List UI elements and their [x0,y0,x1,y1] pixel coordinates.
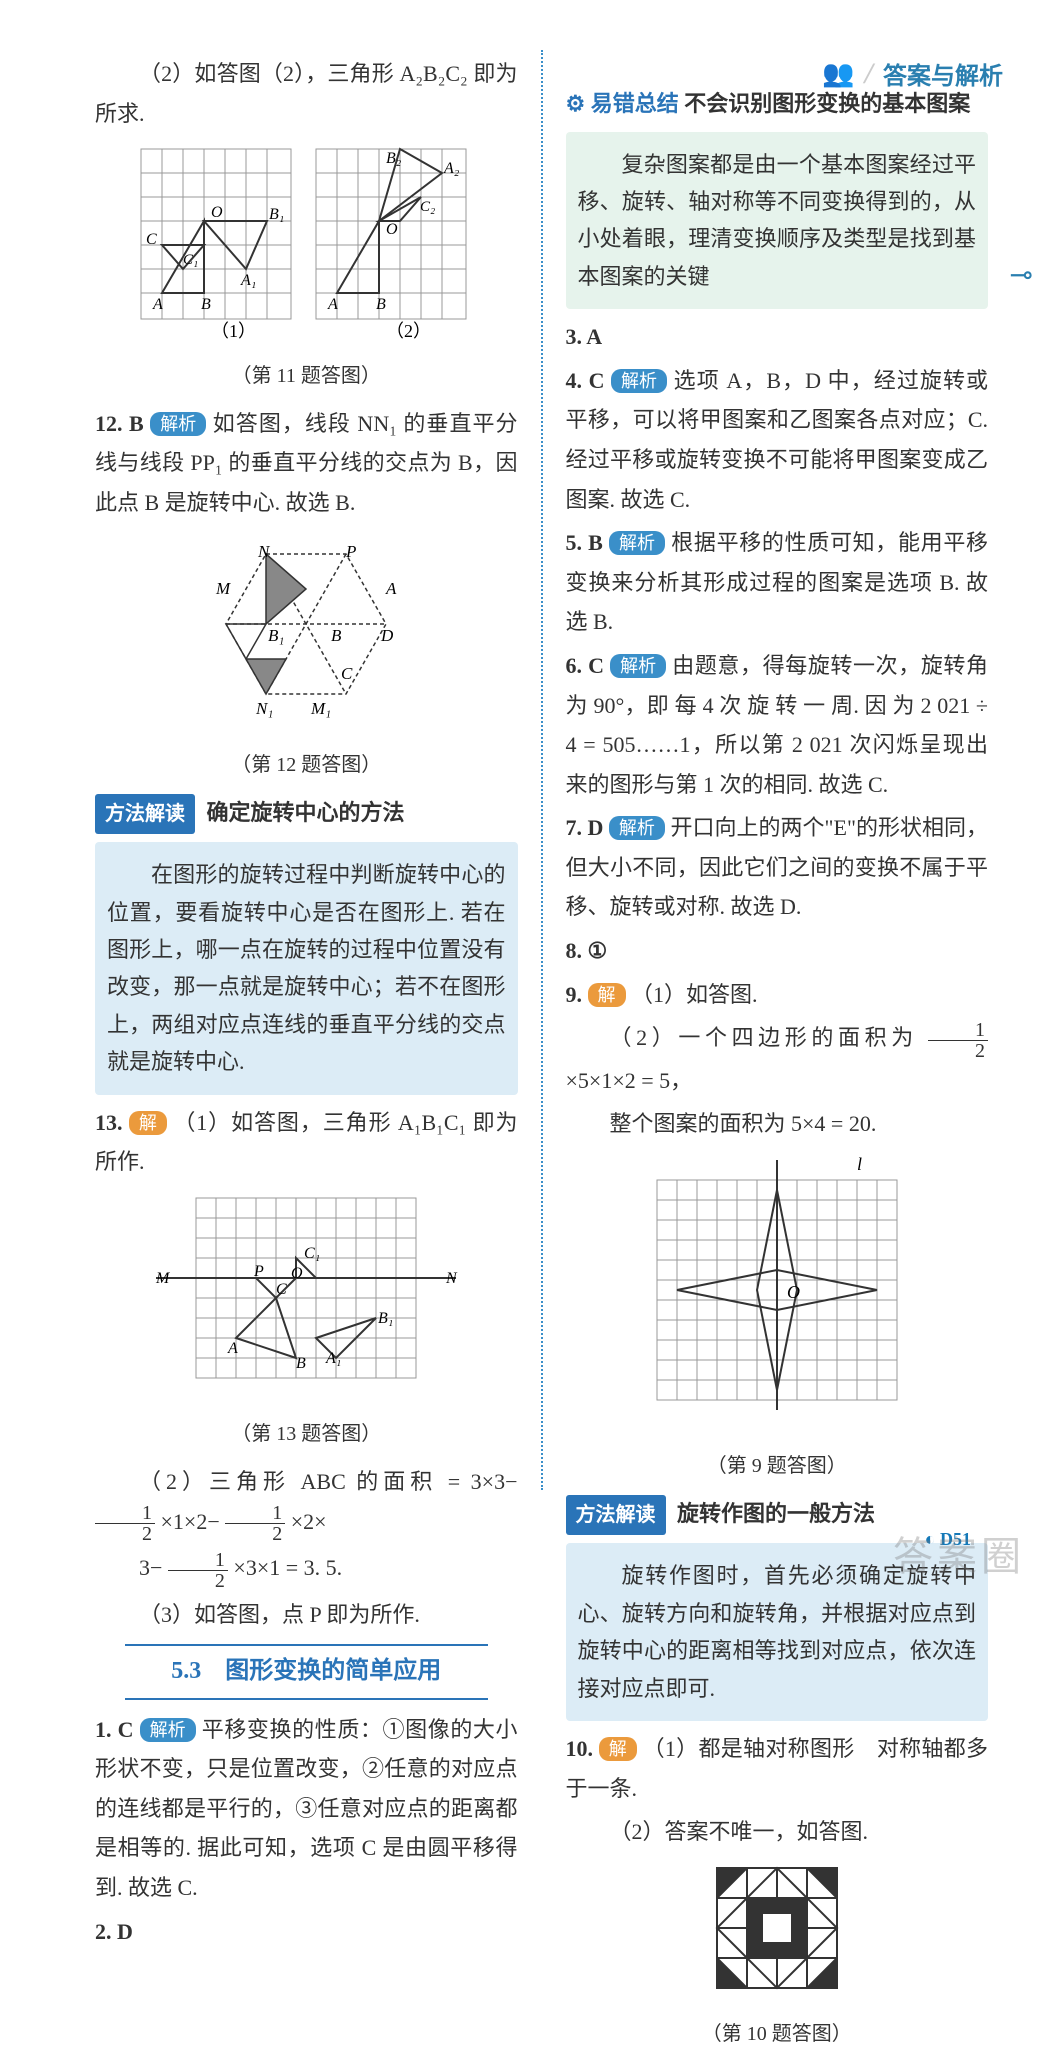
svg-text:N: N [445,1270,458,1287]
page-header: 👥 / 答案与解析 [822,56,1003,91]
q5: 5. B 解析 根据平移的性质可知，能用平移变换来分析其形成过程的图案是选项 B… [566,523,989,642]
q12: 12. B 解析 如答图，线段 NN₁ 的垂直平分线与线段 PP₁ 的垂直平分线… [95,404,518,523]
q13a: 13. 解 （1）如答图，三角形 A₁B₁C₁ 即为所作. [95,1103,518,1182]
svg-text:N: N [257,542,271,561]
jiexi-tag: 解析 [150,412,206,436]
q12-num: 12. B [95,411,144,436]
svg-text:B₁: B₁ [269,206,284,223]
svg-text:P: P [345,542,356,561]
svg-text:B: B [201,296,211,313]
tip-errors: ⚙ 易错总结 不会识别图形变换的基本图案 复杂图案都是由一个基本图案经过平移、旋… [566,84,989,309]
q9b: （2）一个四边形的面积为 12 ×5×1×2 = 5， [566,1018,989,1100]
fig9: l O [566,1150,989,1443]
fig11-sub1: （1） [211,321,256,339]
column-divider [541,50,543,1490]
tip-method-A: 方法解读 确定旋转中心的方法 在图形的旋转过程中判断旋转中心的位置，要看旋转中心… [95,793,518,1094]
svg-text:O: O [291,1265,303,1282]
fig13: M N O P C C₁ A B A₁ B₁ [95,1188,518,1411]
svg-text:A₂: A₂ [443,160,460,177]
svg-text:A: A [327,296,338,313]
svg-text:A: A [152,296,163,313]
svg-text:A₁: A₁ [325,1350,341,1367]
q8: 8. ① [566,931,989,971]
svg-text:A₁: A₁ [240,272,256,289]
left-column: （2）如答图（2），三角形 A₂B₂C₂ 即为所求. [80,50,533,1560]
svg-text:M: M [215,579,231,598]
svg-text:O: O [787,1282,800,1302]
fig12-caption: （第 12 题答图） [95,747,518,783]
svg-text:B: B [296,1355,306,1372]
q7: 7. D 解析 开口向上的两个"E"的形状相同，但大小不同，因此它们之间的变换不… [566,808,989,927]
q13c: （3）如答图，点 P 即为所作. [95,1595,518,1635]
right-column: ⚙ 易错总结 不会识别图形变换的基本图案 复杂图案都是由一个基本图案经过平移、旋… [551,50,1004,1560]
header-icon: 👥 [822,59,854,89]
svg-text:O: O [211,204,223,221]
svg-text:M₁: M₁ [310,699,331,718]
svg-text:B: B [331,626,342,645]
q4: 4. C 解析 选项 A，B，D 中，经过旋转或平移，可以将甲图案和乙图案各点对… [566,361,989,519]
svg-text:l: l [857,1154,862,1174]
q11-part2: （2）如答图（2），三角形 A₂B₂C₂ 即为所求. [95,54,518,133]
q1: 1. C 解析 平移变换的性质：①图像的大小形状不变，只是位置改变，②任意的对应… [95,1710,518,1908]
q6: 6. C 解析 由题意，得每旋转一次，旋转角为 90°，即 每 4 次 旋 转 … [566,646,989,804]
svg-text:C₂: C₂ [420,199,435,215]
q9c: 整个图案的面积为 5×4 = 20. [566,1104,989,1144]
fig12: N P M A B₁ B D C N₁ M₁ [95,529,518,742]
q9a: 9. 解 （1）如答图. [566,975,989,1015]
q10b: （2）答案不唯一，如答图. [566,1812,989,1852]
svg-text:A: A [227,1340,238,1357]
fig10 [566,1858,989,2011]
svg-text:A: A [385,579,397,598]
fig13-caption: （第 13 题答图） [95,1416,518,1452]
svg-text:C: C [146,231,157,248]
svg-text:C: C [276,1281,287,1298]
svg-text:N₁: N₁ [255,699,273,718]
tipA-body: 在图形的旋转过程中判断旋转中心的位置，要看旋转中心是否在图形上. 若在图形上，哪… [95,842,518,1094]
key-decorator: ⊸ [1010,258,1033,292]
fig9-caption: （第 9 题答图） [566,1448,989,1484]
svg-text:O: O [386,221,398,238]
fig11: O A B C B₁ A₁ C₁ [95,139,518,352]
svg-text:B: B [376,296,386,313]
svg-text:B₂: B₂ [386,150,402,167]
svg-text:M: M [155,1270,171,1287]
section-5-3: 5.3 图形变换的简单应用 [125,1644,488,1699]
q13b-line2: 3− 12 ×3×1 = 3. 5. [95,1548,518,1590]
svg-text:C₁: C₁ [304,1245,320,1262]
q3: 3. A [566,317,989,357]
fig11-caption: （第 11 题答图） [95,358,518,394]
q2: 2. D [95,1912,518,1952]
tipB-body: 复杂图案都是由一个基本图案经过平移、旋转、轴对称等不同变换得到的，从小处着眼，理… [566,132,989,310]
svg-text:P: P [253,1263,264,1280]
svg-text:C: C [341,664,353,683]
fig11-sub2: （2） [386,321,431,339]
q10a: 10. 解 （1）都是轴对称图形 对称轴都多于一条. [566,1729,989,1808]
svg-text:C₁: C₁ [183,252,198,268]
svg-text:B₁: B₁ [378,1310,393,1327]
fig10-caption: （第 10 题答图） [566,2016,989,2052]
header-title: 答案与解析 [883,56,1003,91]
q13b: （2）三角形 ABC 的面积 = 3×3− 12 ×1×2− 12 ×2× [95,1462,518,1544]
svg-text:D: D [380,626,394,645]
svg-text:B₁: B₁ [268,626,284,645]
watermark: 答案圈 [893,1524,1025,1582]
